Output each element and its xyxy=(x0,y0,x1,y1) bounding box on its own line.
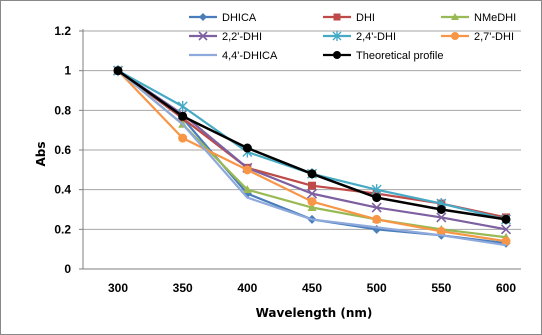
legend-marker xyxy=(451,13,459,20)
y-tick-label: 0 xyxy=(64,262,71,276)
data-point xyxy=(371,202,382,213)
x-tick-label: 550 xyxy=(431,281,451,295)
axes xyxy=(79,29,521,270)
legend-item: 2,4'-DHI xyxy=(323,31,396,43)
data-point xyxy=(372,214,382,224)
data-point xyxy=(178,133,188,143)
data-point xyxy=(436,205,446,214)
series-4-4-dhica xyxy=(117,69,507,247)
data-point xyxy=(177,100,188,112)
legend-item: 4,4'-DHICA xyxy=(189,50,278,62)
y-tick-label: 1.2 xyxy=(54,24,71,38)
series-line xyxy=(117,69,507,239)
y-tick-label: 0.4 xyxy=(54,183,71,197)
y-tick-label: 1 xyxy=(64,64,71,78)
series-nmedhi xyxy=(113,66,511,241)
legend-label: DHICA xyxy=(222,12,257,24)
x-tick-label: 600 xyxy=(496,281,516,295)
legend-item: 2,2'-DHI xyxy=(189,31,262,43)
data-point xyxy=(307,203,317,212)
y-axis-title: Abs xyxy=(34,141,48,166)
y-tick-label: 0.2 xyxy=(54,222,71,236)
legend-marker xyxy=(199,13,207,21)
x-tick-labels: 300 350 400 450 500 550 600 xyxy=(108,281,516,295)
data-point xyxy=(500,224,512,235)
legend-label: 2,2'-DHI xyxy=(222,31,262,43)
series-theoretical-profile xyxy=(113,66,511,224)
x-axis-title: Wavelength (nm) xyxy=(256,306,373,320)
x-tick-label: 500 xyxy=(367,281,387,295)
legend-marker xyxy=(333,51,341,59)
data-point xyxy=(436,212,447,223)
series-line xyxy=(117,69,507,247)
x-tick-label: 450 xyxy=(302,281,322,295)
data-point xyxy=(178,111,188,121)
legend-marker xyxy=(332,31,342,41)
legend-marker xyxy=(198,31,208,41)
y-tick-label: 0.8 xyxy=(54,103,71,117)
legend-label: 2,4'-DHI xyxy=(356,31,396,43)
series xyxy=(112,65,512,248)
legend-item: Theoretical profile xyxy=(323,50,443,62)
data-point xyxy=(501,214,511,224)
legend: DHICA DHI NMeDHI 2,2'-DHI 2,4'-DHI 2,7'-DHI 4,… xyxy=(189,12,516,62)
legend-label: DHI xyxy=(356,12,375,24)
legend-label: 4,4'-DHICA xyxy=(222,50,278,62)
data-point xyxy=(307,197,317,207)
legend-marker xyxy=(451,32,459,40)
legend-label: NMeDHI xyxy=(474,12,516,24)
y-tick-labels: 0 0.2 0.4 0.6 0.8 1 1.2 xyxy=(54,24,71,276)
legend-item: 2,7'-DHI xyxy=(441,31,514,43)
data-point xyxy=(307,169,317,179)
x-tick-label: 350 xyxy=(173,281,193,295)
legend-label: Theoretical profile xyxy=(356,50,443,62)
legend-item: DHI xyxy=(323,12,375,24)
series-line xyxy=(117,69,507,219)
data-point xyxy=(308,181,316,190)
data-point xyxy=(113,66,123,76)
gridlines xyxy=(83,30,521,230)
data-point xyxy=(306,188,318,199)
data-point xyxy=(242,165,252,175)
x-tick-label: 400 xyxy=(237,281,257,295)
y-tick-label: 0.6 xyxy=(54,143,71,157)
legend-item: NMeDHI xyxy=(441,12,516,24)
data-point xyxy=(501,236,511,246)
data-point xyxy=(436,226,446,236)
x-tick-label: 300 xyxy=(108,281,128,295)
data-point xyxy=(242,185,252,194)
legend-item: DHICA xyxy=(189,12,257,24)
data-point xyxy=(242,143,252,153)
legend-marker xyxy=(333,13,341,21)
data-point xyxy=(372,193,382,203)
legend-label: 2,7'-DHI xyxy=(474,31,514,43)
